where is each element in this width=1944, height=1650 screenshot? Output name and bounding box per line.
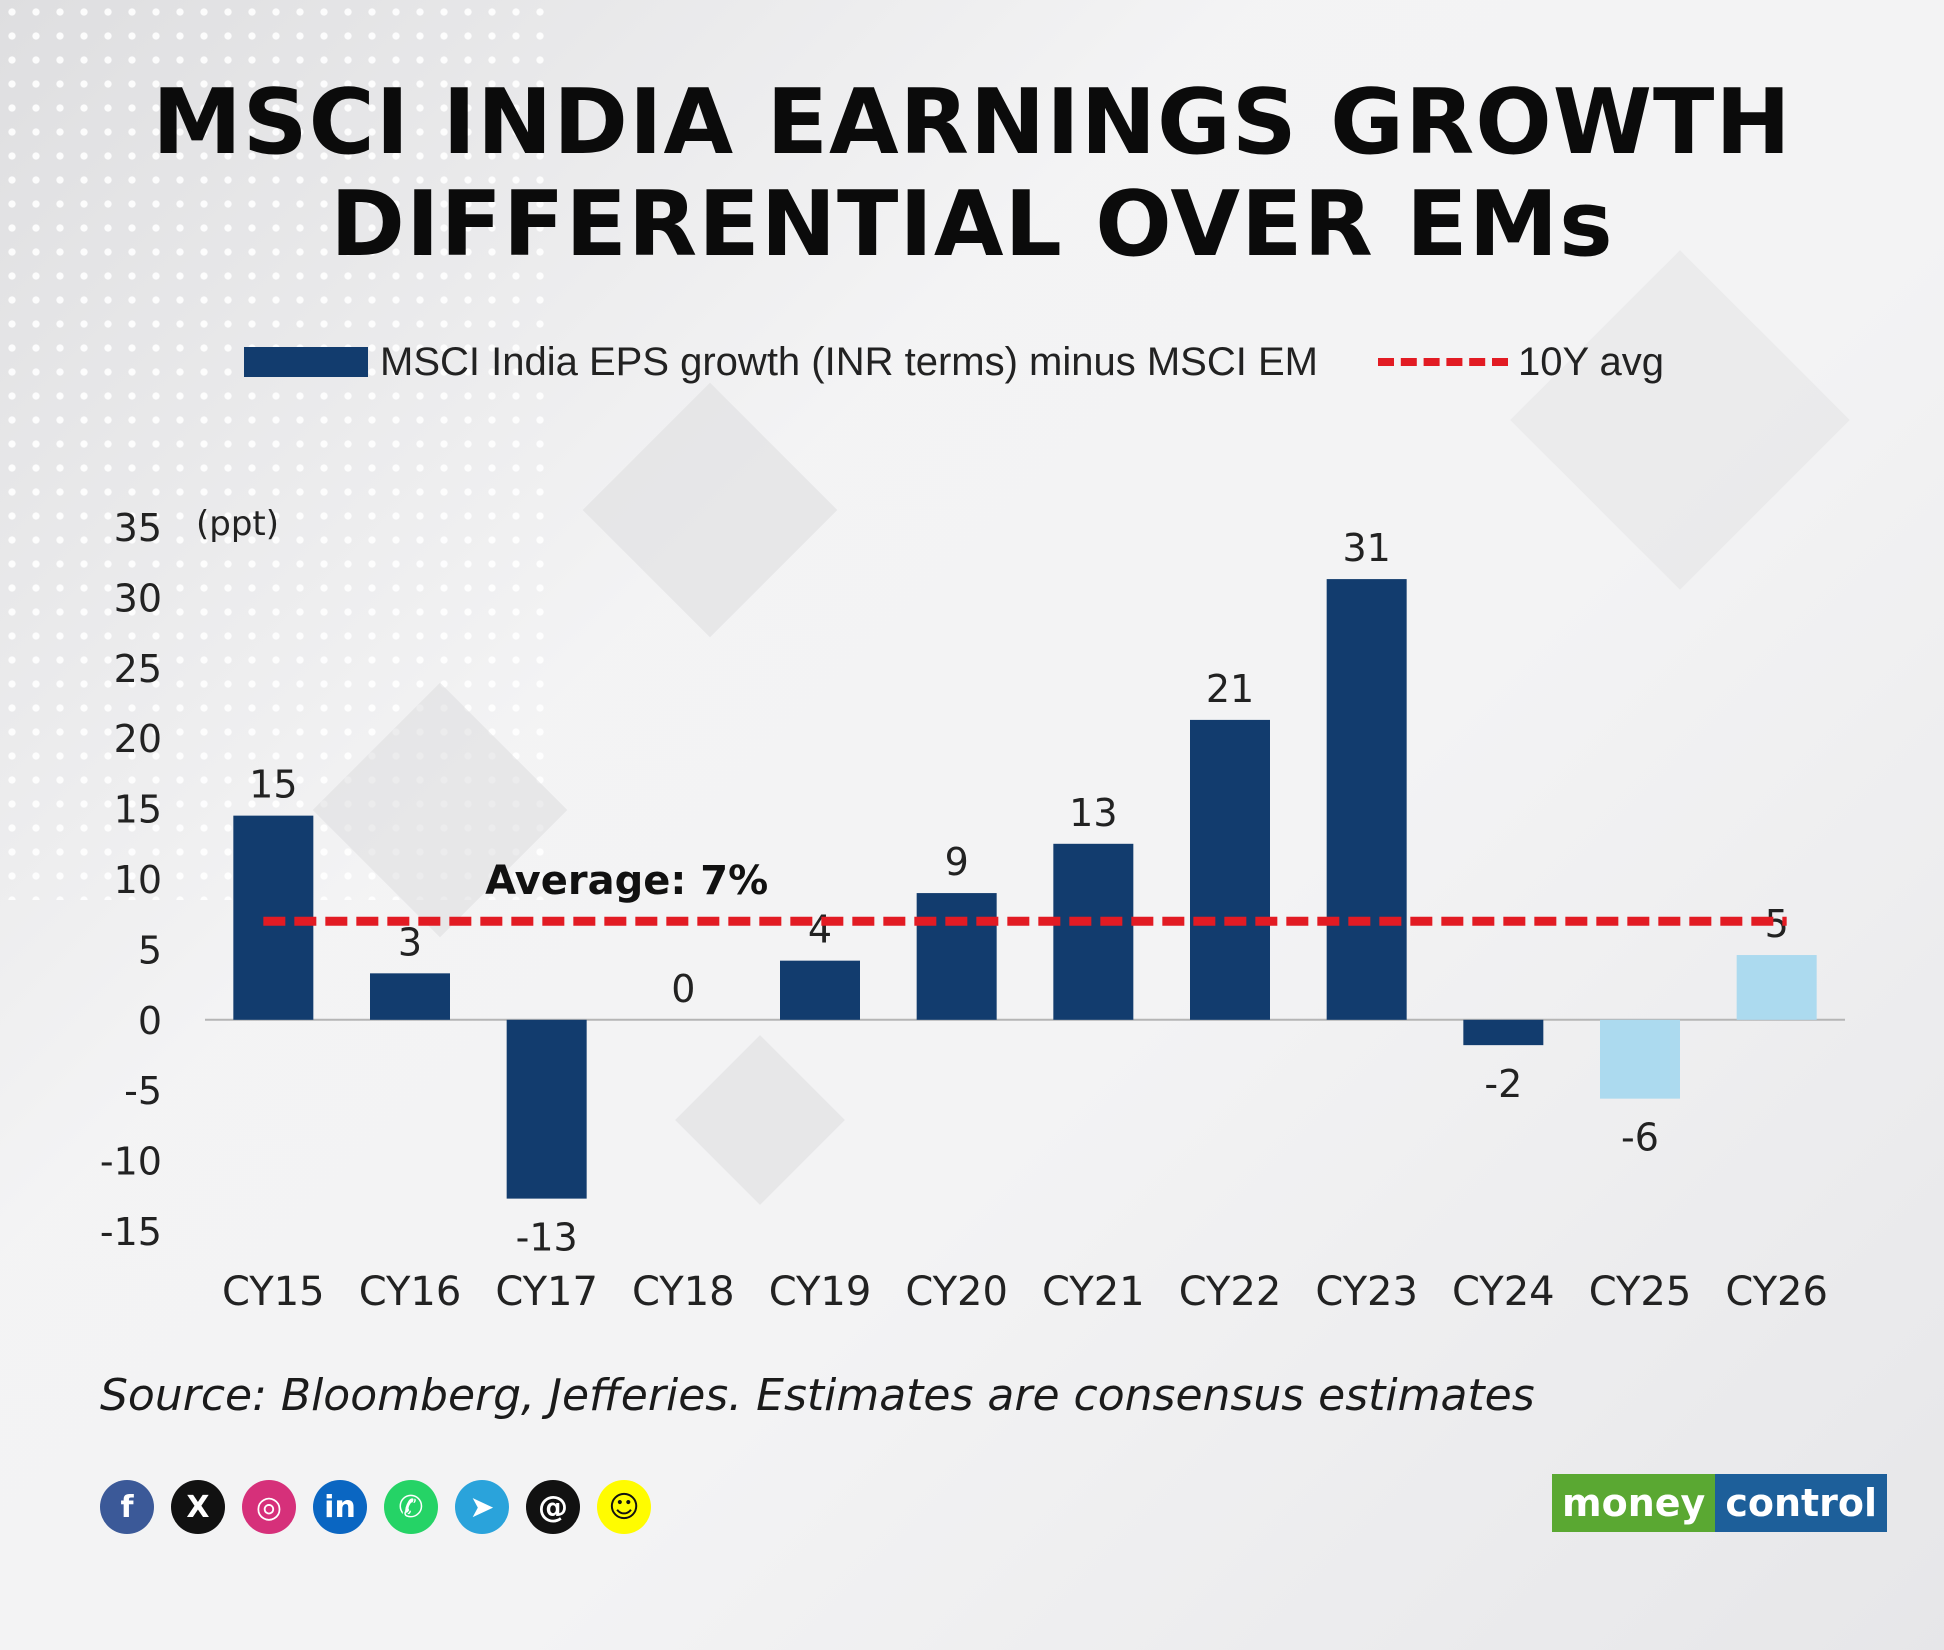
- y-tick-label: 30: [114, 576, 162, 620]
- y-tick-label: -15: [100, 1210, 162, 1254]
- threads-icon[interactable]: @: [526, 1480, 580, 1534]
- data-label: 0: [671, 967, 695, 1011]
- x-tick-label: CY16: [359, 1269, 462, 1315]
- average-label: Average: 7%: [485, 858, 768, 904]
- data-label: 3: [398, 920, 422, 964]
- bar-cy24: [1463, 1019, 1544, 1046]
- y-tick-label: -5: [124, 1069, 162, 1113]
- x-tick-label: CY18: [632, 1269, 735, 1315]
- y-tick-label: 15: [114, 788, 162, 832]
- x-tick-label: CY25: [1589, 1269, 1692, 1315]
- data-label: 21: [1206, 667, 1254, 711]
- x-tick-label: CY17: [495, 1269, 598, 1315]
- snapchat-icon[interactable]: ☺: [597, 1480, 651, 1534]
- legend-bar-swatch: [244, 347, 368, 377]
- x-tick-label: CY23: [1315, 1269, 1418, 1315]
- title-line-1: MSCI INDIA EARNINGS GROWTH: [152, 70, 1792, 175]
- x-tick-label: CY21: [1042, 1269, 1145, 1315]
- bar-cy19: [780, 960, 860, 1020]
- y-tick-label: 5: [138, 928, 162, 972]
- x-tick-label: CY22: [1179, 1269, 1282, 1315]
- telegram-icon[interactable]: ➤: [455, 1480, 509, 1534]
- y-tick-label: 20: [114, 717, 162, 761]
- bar-cy21: [1053, 843, 1134, 1020]
- chart-legend: MSCI India EPS growth (INR terms) minus …: [244, 336, 1664, 388]
- bar-cy25: [1600, 1019, 1680, 1099]
- bar-cy23: [1326, 579, 1407, 1020]
- data-label: 9: [945, 840, 969, 884]
- data-label: -2: [1484, 1062, 1522, 1106]
- x-tick-label: CY19: [769, 1269, 872, 1315]
- bar-cy16: [370, 973, 450, 1020]
- data-label: 31: [1342, 526, 1390, 570]
- moneycontrol-logo[interactable]: money control: [1552, 1474, 1888, 1532]
- x-tick-label: CY26: [1725, 1269, 1828, 1315]
- facebook-icon[interactable]: f: [100, 1480, 154, 1534]
- legend-bar-label: MSCI India EPS growth (INR terms) minus …: [380, 339, 1318, 384]
- bar-cy20: [916, 893, 997, 1020]
- x-icon[interactable]: X: [171, 1480, 225, 1534]
- data-label: 13: [1069, 791, 1117, 835]
- title-line-2: DIFFERENTIAL OVER EMs: [330, 172, 1614, 277]
- y-tick-label: 25: [114, 647, 162, 691]
- data-label: -13: [516, 1216, 578, 1260]
- data-label: 15: [249, 763, 297, 807]
- social-links: f X ◎ in ✆ ➤ @ ☺: [100, 1480, 651, 1534]
- legend-avg-swatch: [1377, 358, 1508, 366]
- bar-cy26: [1736, 955, 1817, 1020]
- y-axis-unit-label: (ppt): [196, 504, 279, 544]
- bar-cy22: [1190, 719, 1270, 1020]
- x-tick-label: CY24: [1452, 1269, 1555, 1315]
- bar-chart: 35 30 25 20 15 10 5 0 -5 -10 -15 (ppt) 15 CY15 3 CY16 -1…: [100, 504, 1845, 1315]
- data-label: -6: [1621, 1116, 1659, 1160]
- linkedin-icon[interactable]: in: [313, 1480, 367, 1534]
- y-tick-label: -10: [100, 1140, 162, 1184]
- instagram-icon[interactable]: ◎: [242, 1480, 296, 1534]
- y-tick-label: 10: [114, 858, 162, 902]
- data-label: 4: [808, 908, 832, 952]
- whatsapp-icon[interactable]: ✆: [384, 1480, 438, 1534]
- y-tick-label: 35: [114, 506, 162, 550]
- source-note: Source: Bloomberg, Jefferies. Estimates …: [100, 1370, 1535, 1421]
- bar-cy17: [506, 1019, 587, 1199]
- page-title: MSCI INDIA EARNINGS GROWTH DIFFERENTIAL …: [0, 72, 1944, 276]
- x-tick-label: CY20: [905, 1269, 1008, 1315]
- logo-part-1: money: [1552, 1474, 1716, 1532]
- y-tick-label: 0: [138, 999, 162, 1043]
- x-tick-label: CY15: [222, 1269, 325, 1315]
- legend-avg-label: 10Y avg: [1517, 339, 1665, 384]
- logo-part-2: control: [1715, 1474, 1888, 1532]
